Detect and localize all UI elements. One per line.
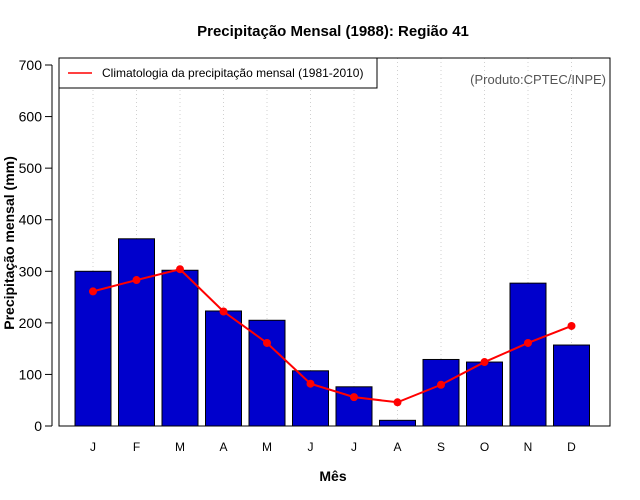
climatology-point-6 xyxy=(306,379,315,388)
climatology-series xyxy=(89,265,576,407)
legend-box xyxy=(58,57,378,89)
climatology-point-2 xyxy=(132,276,141,285)
bar-3 xyxy=(161,269,199,427)
bar-2 xyxy=(118,238,155,427)
climatology-point-9 xyxy=(437,380,445,389)
climatology-point-5 xyxy=(263,338,271,347)
x-tick-label-10: O xyxy=(480,440,489,454)
climatology-point-3 xyxy=(176,265,184,274)
bar-8 xyxy=(379,419,416,427)
y-tick-label-200: 200 xyxy=(19,315,43,331)
climatology-point-10 xyxy=(480,358,489,367)
bar-4 xyxy=(205,310,242,427)
x-tick-label-1: J xyxy=(90,440,96,454)
x-tick-label-2: F xyxy=(133,440,140,454)
x-tick-label-3: M xyxy=(175,440,185,454)
x-tick-label-7: J xyxy=(351,440,357,454)
y-tick-label-400: 400 xyxy=(19,212,43,228)
bar-series xyxy=(74,238,590,427)
bar-1 xyxy=(74,270,112,427)
x-tick-label-12: D xyxy=(567,440,576,454)
y-tick-label-0: 0 xyxy=(34,418,42,434)
bar-12 xyxy=(553,344,590,427)
bar-9 xyxy=(422,358,460,427)
y-tick-label-300: 300 xyxy=(19,263,43,279)
x-tick-label-4: A xyxy=(219,440,227,454)
x-axis-label: Mês xyxy=(319,468,346,484)
chart-title: Precipitação Mensal (1988): Região 41 xyxy=(197,23,469,40)
bar-11 xyxy=(509,282,547,427)
bar-6 xyxy=(292,370,329,427)
climatology-point-1 xyxy=(89,287,97,296)
x-tick-label-6: J xyxy=(308,440,314,454)
climatology-point-7 xyxy=(350,393,358,402)
credit-annotation: (Produto:CPTEC/INPE) xyxy=(470,72,606,87)
y-axis: 0 100 200 300 400 500 600 700 xyxy=(19,57,53,434)
y-tick-label-700: 700 xyxy=(19,57,43,73)
y-axis-label: Precipitação mensal (mm) xyxy=(1,156,17,330)
climatology-point-12 xyxy=(567,321,576,330)
climatology-point-8 xyxy=(393,398,402,407)
x-tick-label-5: M xyxy=(262,440,272,454)
x-tick-label-8: A xyxy=(393,440,401,454)
y-tick-label-100: 100 xyxy=(19,366,43,382)
climatology-point-4 xyxy=(219,307,228,316)
bar-5 xyxy=(248,319,286,427)
x-tick-label-9: S xyxy=(437,440,445,454)
y-tick-label-600: 600 xyxy=(19,109,43,125)
y-tick-label-500: 500 xyxy=(19,160,43,176)
legend-label: Climatologia da precipitação mensal (198… xyxy=(102,66,363,80)
legend: Climatologia da precipitação mensal (198… xyxy=(58,57,378,89)
bar-10 xyxy=(466,361,503,427)
climatology-line xyxy=(92,268,572,404)
climatology-point-11 xyxy=(524,338,532,347)
x-tick-label-11: N xyxy=(524,440,533,454)
